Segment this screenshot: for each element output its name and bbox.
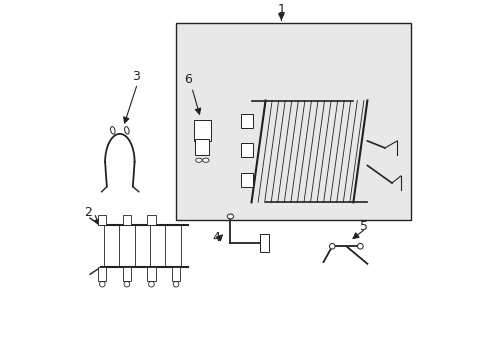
- Bar: [260, 234, 268, 252]
- Text: 3: 3: [131, 70, 139, 83]
- Bar: [241, 143, 253, 157]
- Bar: [195, 139, 209, 155]
- Ellipse shape: [227, 214, 233, 219]
- Text: 1: 1: [277, 3, 285, 16]
- Ellipse shape: [173, 282, 179, 287]
- Ellipse shape: [99, 282, 105, 287]
- Ellipse shape: [195, 158, 202, 162]
- Bar: [176, 23, 410, 220]
- Bar: [147, 267, 155, 282]
- Bar: [147, 215, 155, 225]
- Ellipse shape: [124, 282, 129, 287]
- Ellipse shape: [203, 158, 208, 162]
- Bar: [98, 215, 106, 225]
- Bar: [193, 120, 211, 141]
- Bar: [241, 113, 253, 127]
- Text: 6: 6: [184, 73, 192, 86]
- Text: 4: 4: [212, 231, 220, 244]
- Bar: [171, 267, 180, 282]
- Bar: [98, 267, 106, 282]
- Text: 2: 2: [84, 206, 92, 219]
- Bar: [122, 215, 131, 225]
- Bar: [241, 173, 253, 187]
- Bar: [122, 267, 131, 282]
- Ellipse shape: [357, 243, 363, 249]
- Text: 5: 5: [359, 220, 367, 233]
- Ellipse shape: [148, 282, 154, 287]
- Ellipse shape: [329, 243, 334, 249]
